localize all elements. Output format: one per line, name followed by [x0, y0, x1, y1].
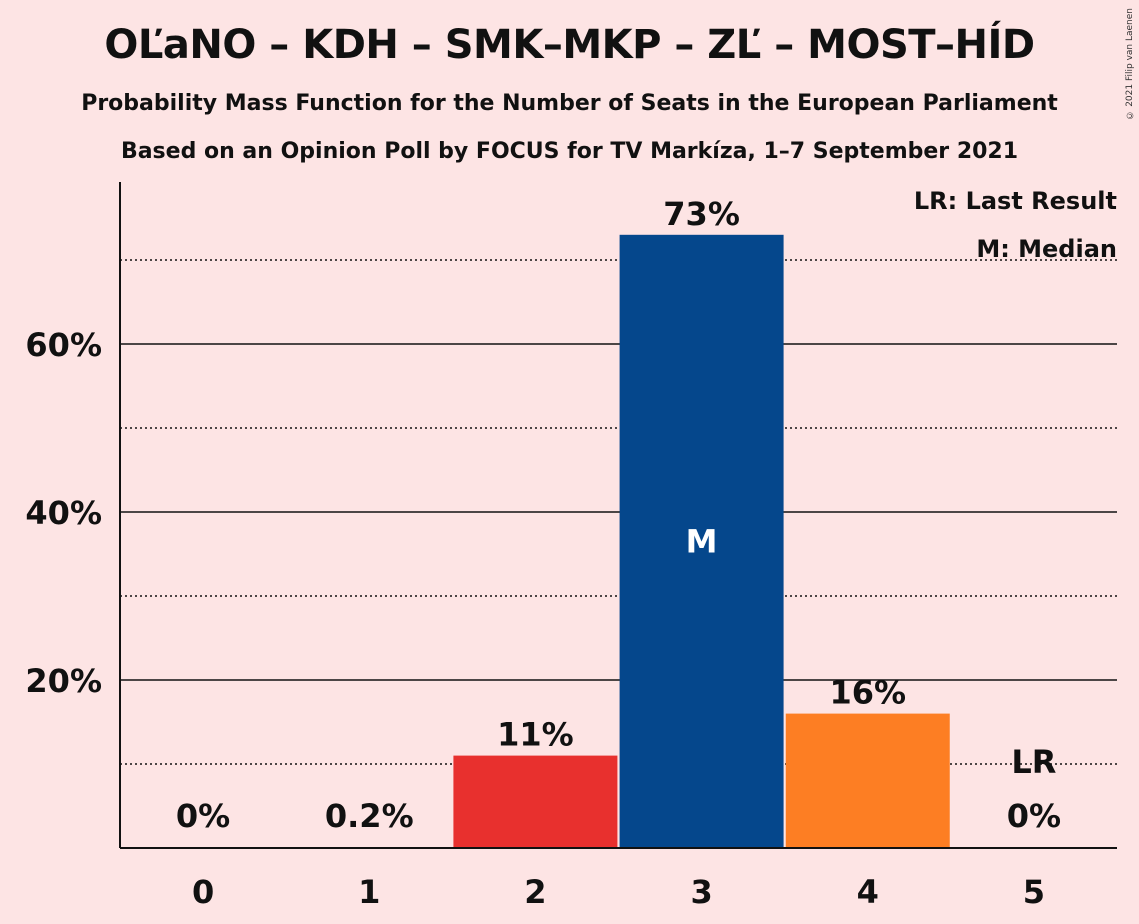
- value-label: 0%: [1007, 797, 1061, 835]
- x-tick-label: 4: [857, 873, 879, 911]
- x-tick-label: 1: [358, 873, 380, 911]
- value-label: 0.2%: [325, 797, 414, 835]
- chart-subtitle: Probability Mass Function for the Number…: [81, 91, 1058, 116]
- bar-3: [619, 234, 784, 849]
- y-tick-label: 40%: [25, 494, 102, 532]
- value-label: 0%: [176, 797, 230, 835]
- last-result-marker: LR: [1011, 743, 1056, 781]
- y-tick-label: 20%: [25, 662, 102, 700]
- bars: [453, 234, 950, 849]
- x-tick-label: 2: [524, 873, 546, 911]
- x-axis-tick-labels: 0 1 2 3 4 5: [192, 873, 1045, 911]
- gridlines: [120, 259, 1117, 765]
- x-tick-label: 0: [192, 873, 214, 911]
- markers: M LR: [686, 522, 1057, 781]
- chart-title: OĽaNO – KDH – SMK–MKP – ZĽ – MOST–HÍD: [104, 22, 1035, 68]
- chart-subtitle-poll: Based on an Opinion Poll by FOCUS for TV…: [120, 139, 1019, 164]
- y-axis-tick-labels: 20% 40% 60%: [25, 326, 102, 700]
- bar-value-labels: 0% 0.2% 11% 73% 16% 0%: [176, 195, 1061, 835]
- x-tick-label: 5: [1023, 873, 1045, 911]
- x-tick-label: 3: [690, 873, 712, 911]
- legend-last-result: LR: Last Result: [914, 187, 1117, 215]
- value-label: 11%: [497, 716, 574, 754]
- legend-median: M: Median: [976, 235, 1117, 263]
- median-marker: M: [686, 522, 718, 560]
- bar-2: [453, 755, 618, 848]
- value-label: 16%: [829, 674, 906, 712]
- value-label: 73%: [663, 195, 740, 233]
- bar-4: [785, 713, 950, 848]
- y-tick-label: 60%: [25, 326, 102, 364]
